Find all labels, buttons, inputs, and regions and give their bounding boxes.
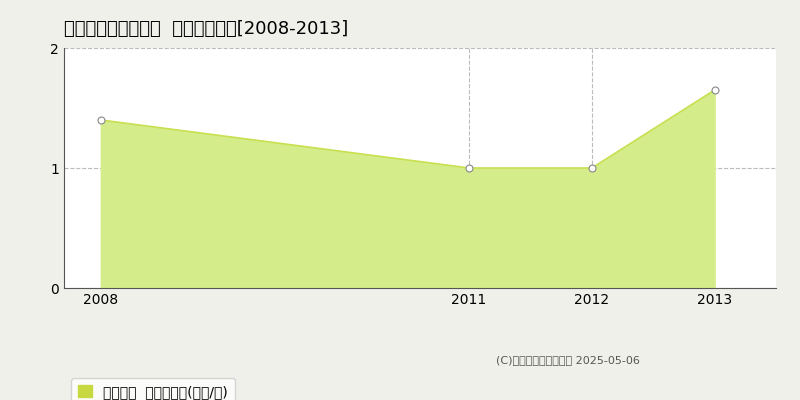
Point <box>462 165 475 171</box>
Point <box>94 117 107 123</box>
Point <box>708 87 721 93</box>
Text: (C)土地価格ドットコム 2025-05-06: (C)土地価格ドットコム 2025-05-06 <box>496 355 640 365</box>
Legend: 土地価格  平均坪単価(万円/坪): 土地価格 平均坪単価(万円/坪) <box>71 378 234 400</box>
Point <box>586 165 598 171</box>
Text: 常呂郡佐呂間町幸町  土地価格推移[2008-2013]: 常呂郡佐呂間町幸町 土地価格推移[2008-2013] <box>64 20 348 38</box>
